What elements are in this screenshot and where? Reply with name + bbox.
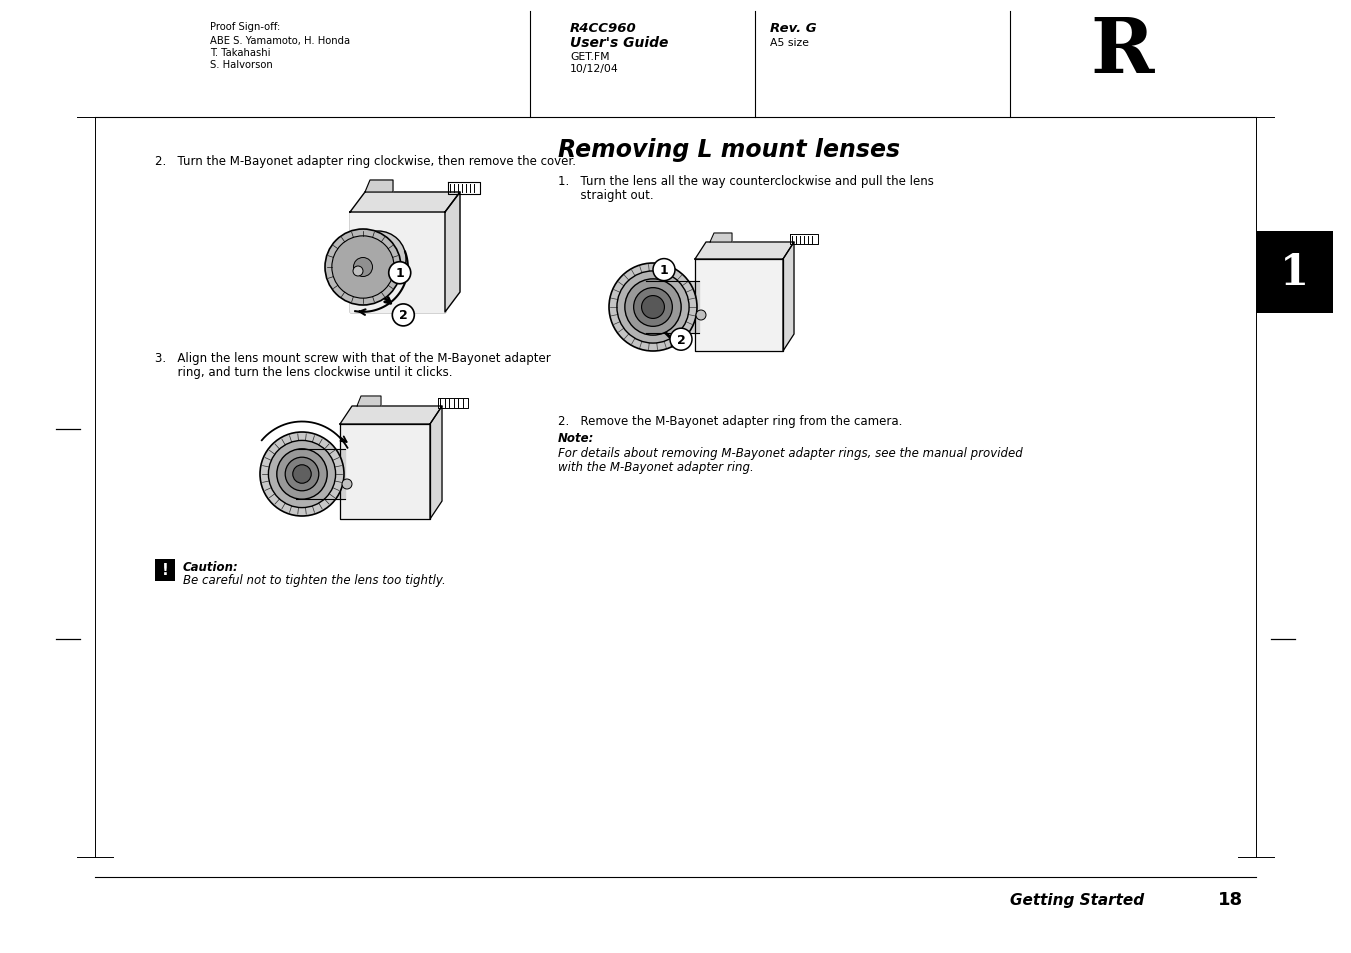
Circle shape (358, 240, 397, 279)
Text: Caution:: Caution: (182, 560, 239, 574)
Text: 3.   Align the lens mount screw with that of the M-Bayonet adapter: 3. Align the lens mount screw with that … (155, 352, 551, 365)
Circle shape (634, 289, 673, 327)
Text: 2.   Remove the M-Bayonet adapter ring from the camera.: 2. Remove the M-Bayonet adapter ring fro… (558, 415, 902, 428)
Circle shape (293, 465, 311, 484)
Text: GET.FM: GET.FM (570, 52, 609, 62)
Circle shape (277, 449, 327, 499)
Text: 18: 18 (1219, 890, 1243, 908)
Text: R: R (1090, 15, 1154, 89)
Circle shape (269, 441, 335, 508)
Text: 1: 1 (1279, 252, 1309, 294)
Circle shape (354, 258, 373, 277)
Text: with the M-Bayonet adapter ring.: with the M-Bayonet adapter ring. (558, 460, 754, 474)
Polygon shape (646, 282, 698, 334)
Polygon shape (340, 424, 430, 519)
Circle shape (609, 264, 697, 352)
Polygon shape (365, 181, 393, 193)
Text: Removing L mount lenses: Removing L mount lenses (558, 138, 900, 162)
Circle shape (389, 262, 411, 284)
Text: User's Guide: User's Guide (570, 36, 669, 50)
Text: Proof Sign-off:: Proof Sign-off: (209, 22, 280, 32)
Text: S. Halvorson: S. Halvorson (209, 60, 273, 70)
Text: A5 size: A5 size (770, 38, 809, 48)
Text: straight out.: straight out. (558, 189, 654, 202)
Circle shape (653, 259, 676, 281)
Circle shape (332, 236, 394, 299)
Text: Be careful not to tighten the lens too tightly.: Be careful not to tighten the lens too t… (182, 574, 446, 586)
Circle shape (392, 305, 415, 327)
Text: 10/12/04: 10/12/04 (570, 64, 619, 74)
Text: 2: 2 (399, 309, 408, 322)
Bar (1256, 232, 1333, 314)
Polygon shape (340, 407, 442, 424)
Polygon shape (694, 260, 784, 352)
Circle shape (617, 272, 689, 344)
Circle shape (350, 232, 407, 288)
Circle shape (259, 433, 345, 517)
Circle shape (326, 230, 401, 306)
Polygon shape (350, 193, 459, 213)
Circle shape (696, 311, 707, 320)
Circle shape (670, 329, 692, 351)
Polygon shape (430, 407, 442, 519)
Text: 2.   Turn the M-Bayonet adapter ring clockwise, then remove the cover.: 2. Turn the M-Bayonet adapter ring clock… (155, 154, 576, 168)
Polygon shape (357, 396, 381, 407)
Circle shape (285, 457, 319, 492)
Text: ABE S. Yamamoto, H. Honda: ABE S. Yamamoto, H. Honda (209, 36, 350, 46)
Text: T. Takahashi: T. Takahashi (209, 48, 270, 58)
Text: R4CC960: R4CC960 (570, 22, 636, 35)
Text: ring, and turn the lens clockwise until it clicks.: ring, and turn the lens clockwise until … (155, 366, 453, 378)
Circle shape (353, 267, 363, 276)
Polygon shape (694, 243, 794, 260)
Text: Getting Started: Getting Started (1011, 892, 1144, 907)
Text: 2: 2 (677, 334, 685, 346)
Text: 1.   Turn the lens all the way counterclockwise and pull the lens: 1. Turn the lens all the way countercloc… (558, 174, 934, 188)
Circle shape (626, 279, 681, 335)
Polygon shape (444, 193, 459, 313)
Text: !: ! (162, 563, 169, 578)
Polygon shape (296, 449, 345, 499)
Text: 1: 1 (396, 267, 404, 280)
Text: For details about removing M-Bayonet adapter rings, see the manual provided: For details about removing M-Bayonet ada… (558, 447, 1023, 459)
Text: Note:: Note: (558, 432, 594, 444)
Circle shape (342, 479, 353, 490)
Polygon shape (784, 243, 794, 352)
Text: Rev. G: Rev. G (770, 22, 816, 35)
Circle shape (642, 296, 665, 319)
Bar (155, 559, 176, 581)
Text: 1: 1 (659, 264, 669, 276)
Polygon shape (711, 233, 732, 243)
Polygon shape (350, 213, 444, 313)
